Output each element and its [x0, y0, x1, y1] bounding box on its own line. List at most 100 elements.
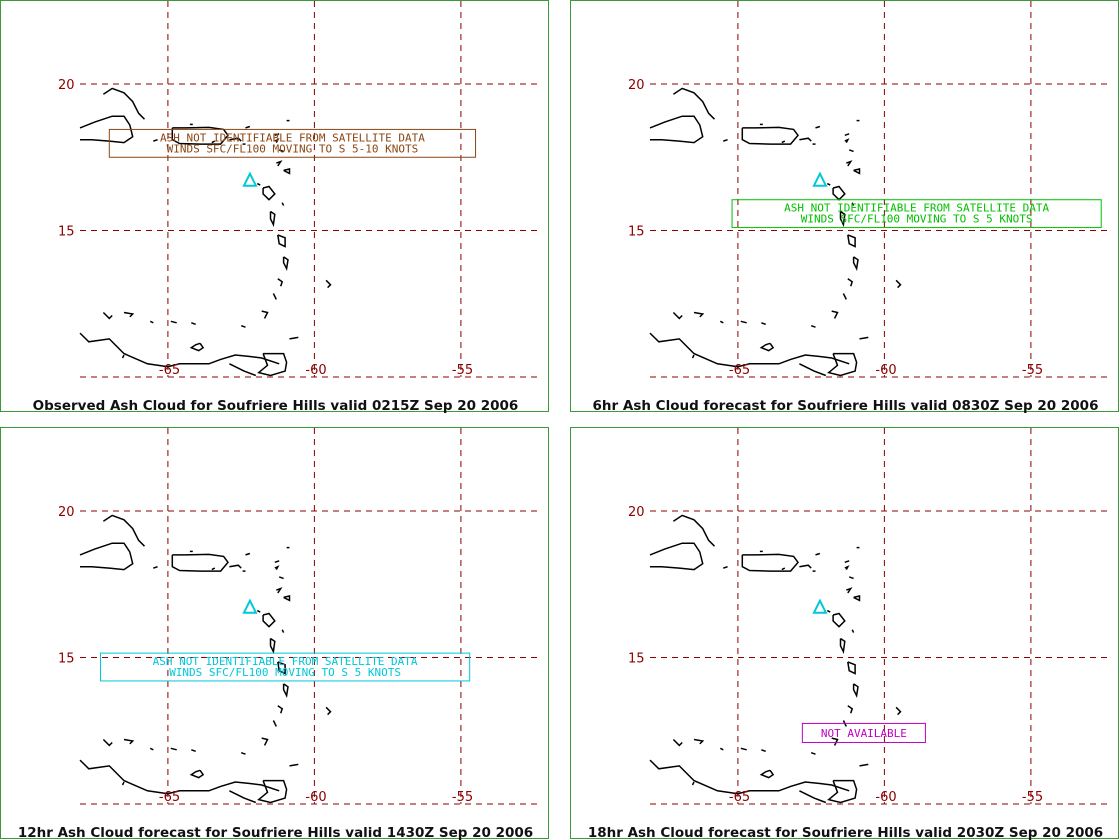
lon-label: -65: [159, 790, 180, 805]
coastline-martinique: [847, 234, 856, 248]
coastline-stmartin: [844, 138, 850, 143]
coastline-martinique: [277, 661, 286, 675]
panel-caption: 12hr Ash Cloud forecast for Soufriere Hi…: [18, 825, 533, 840]
coastline-trinidad: [257, 779, 288, 804]
coastline-dots-b: [781, 140, 786, 144]
coastline-leeward-c: [761, 322, 766, 326]
grid-lines: [650, 1, 1108, 378]
coastline-leeward-b: [740, 320, 747, 324]
coastline-leeward-c: [191, 322, 196, 326]
coastline-bonaire: [123, 311, 135, 318]
coastline-dominica: [269, 210, 276, 228]
coastline-leeward-b: [170, 747, 177, 751]
coastline-martinique: [847, 661, 856, 675]
message-box-border: [801, 722, 926, 743]
coastline-montserrat-kitts: [276, 587, 283, 594]
coastline-grenadines: [272, 293, 277, 300]
grid-lines: [80, 1, 538, 378]
coastline-stvincent: [277, 278, 284, 287]
ash-message-line: WINDS SFC/FL100 MOVING TO S 5 KNOTS: [801, 213, 1033, 226]
panel-caption: Observed Ash Cloud for Soufriere Hills v…: [33, 398, 519, 413]
coastline-montserrat-kitts: [846, 160, 853, 167]
coastline-dominica: [839, 637, 846, 655]
coastline-bonaire: [693, 311, 705, 318]
coastline-hispaniola-n: [102, 514, 146, 547]
ash-message-line: WINDS SFC/FL100 MOVING TO S 5 KNOTS: [169, 666, 401, 679]
lon-label: -55: [1022, 790, 1043, 805]
coastline-barbados: [325, 706, 332, 716]
lon-label: -65: [159, 363, 180, 378]
coastline-bonaire: [693, 738, 705, 745]
coastline-leeward-c: [761, 749, 766, 753]
volcano-triangle-icon: [812, 598, 828, 614]
ash-message-box: NOT AVAILABLE: [801, 722, 926, 743]
coastline-trinidad: [257, 352, 288, 377]
coastline-margarita: [759, 769, 775, 779]
coastline-antigua: [853, 168, 861, 175]
grid-lines: [650, 428, 1108, 805]
coastline-leeward-a: [149, 747, 154, 751]
coastline-stvincent: [847, 705, 854, 714]
coastline-barbuda: [278, 576, 284, 580]
coastline-hispaniola-n: [102, 87, 146, 120]
lat-label: 15: [628, 652, 645, 667]
coastline-guadeloupe: [832, 612, 846, 628]
coastline-trinidad: [827, 779, 858, 804]
lat-label: 20: [58, 505, 75, 520]
coastline-montserrat-kitts: [846, 587, 853, 594]
coastline-tobago: [289, 763, 299, 767]
lat-label: 20: [628, 505, 645, 520]
coastline-saba: [826, 182, 831, 186]
coastline-curacao: [102, 738, 113, 747]
panel-caption: 6hr Ash Cloud forecast for Soufriere Hil…: [593, 398, 1099, 413]
coastline-stlucia: [852, 683, 859, 698]
coastline-vieques: [799, 137, 812, 142]
coastline-penins: [121, 354, 125, 359]
coastline-saba: [256, 609, 261, 613]
map-panel-forecast-18hr: 20 15 -65 -60 -55 NOT AVAILABLE 18hr Ash Cloud…: [570, 427, 1119, 840]
coastline-grenadines: [842, 293, 847, 300]
coastline-venezuela: [79, 759, 280, 795]
ash-message-line: WINDS SFC/FL100 MOVING TO S 5-10 KNOTS: [167, 142, 419, 155]
coastline-tobago: [289, 336, 299, 340]
coastline-puerto-rico: [171, 553, 229, 572]
coastline-penins: [691, 781, 695, 786]
coastline-leeward-d: [240, 324, 246, 328]
coastline-grenadines: [272, 720, 277, 727]
coastline-marie-galante: [281, 202, 285, 206]
coastline-tobago: [859, 763, 869, 767]
coastline-leeward-a: [719, 747, 724, 751]
lat-label: 15: [58, 225, 75, 240]
coastline-leeward-a: [149, 320, 154, 324]
coastline-stvincent: [277, 705, 284, 714]
coastline-grenada: [831, 310, 839, 319]
coastline-tobago: [859, 336, 869, 340]
volcano-triangle-icon: [242, 171, 258, 187]
ash-message-line: NOT AVAILABLE: [821, 727, 907, 740]
coastline-v-islands: [245, 125, 251, 129]
coastline-stlucia: [282, 256, 289, 271]
coastline-hispaniola-n: [672, 514, 716, 547]
lat-label: 20: [628, 78, 645, 93]
coastline-margarita: [759, 342, 775, 352]
lon-label: -65: [729, 790, 750, 805]
coastline-grenada: [261, 310, 269, 319]
coastlines: [649, 514, 902, 804]
lon-label: -65: [729, 363, 750, 378]
coastline-antigua: [283, 168, 291, 175]
coastline-hispaniola: [79, 115, 134, 144]
coastline-dots-b: [211, 140, 216, 144]
coastline-guadeloupe: [262, 185, 276, 201]
coastline-vieques: [229, 137, 242, 142]
coastline-leeward-d: [810, 324, 816, 328]
coastlines: [79, 87, 332, 377]
map-panel-forecast-6hr: 20 15 -65 -60 -55 ASH NOT IDENTIFIABLE FROM S…: [570, 0, 1119, 413]
message-box-border: [108, 128, 477, 158]
ash-message-line: ASH NOT IDENTIFIABLE FROM SATELLITE DATA: [153, 655, 418, 668]
coastline-guadeloupe: [832, 185, 846, 201]
coastline-hispaniola-n: [672, 87, 716, 120]
coastline-antigua: [283, 595, 291, 602]
coastline-puerto-rico: [171, 126, 229, 145]
coastline-leeward-b: [740, 747, 747, 751]
coastline-penins: [121, 781, 125, 786]
